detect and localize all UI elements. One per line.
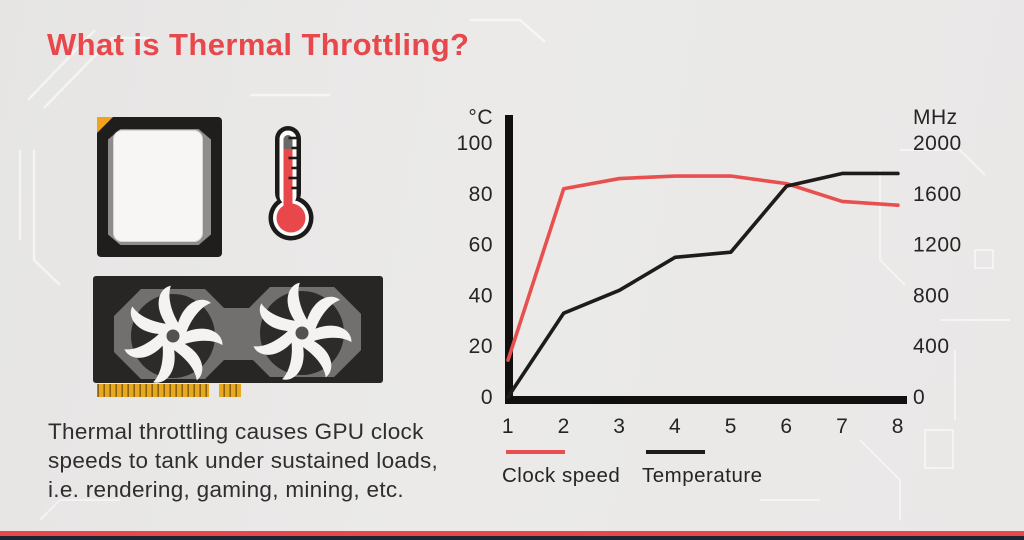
gpu-fan-card-icon bbox=[93, 276, 383, 397]
left-axis-tick: 60 bbox=[469, 234, 493, 257]
x-axis-tick: 5 bbox=[725, 415, 737, 438]
legend-label: Temperature bbox=[642, 464, 763, 487]
left-axis-tick: 40 bbox=[469, 284, 493, 307]
thermometer-icon bbox=[268, 126, 314, 241]
temperature-line bbox=[506, 171, 900, 399]
page-title: What is Thermal Throttling? bbox=[47, 27, 470, 62]
gpu-fan-right bbox=[252, 280, 355, 383]
right-axis-tick: 1200 bbox=[913, 234, 962, 257]
left-axis-tick: 0 bbox=[481, 386, 493, 409]
right-axis-tick: 800 bbox=[913, 284, 950, 307]
left-axis-tick: 80 bbox=[469, 183, 493, 206]
x-axis-tick: 2 bbox=[558, 415, 570, 438]
right-axis-tick: 400 bbox=[913, 335, 950, 358]
x-axis-tick: 8 bbox=[892, 415, 904, 438]
x-axis-tick: 1 bbox=[502, 415, 514, 438]
x-axis-tick: 3 bbox=[613, 415, 625, 438]
x-axis-tick: 6 bbox=[780, 415, 792, 438]
left-axis-unit: °C bbox=[468, 106, 493, 129]
description-line: speeds to tank under sustained loads, bbox=[48, 448, 439, 473]
x-axis-tick: 4 bbox=[669, 415, 681, 438]
legend-label: Clock speed bbox=[502, 464, 620, 487]
description-text: Thermal throttling causes GPU clock spee… bbox=[48, 417, 438, 504]
footer-accent-strip bbox=[0, 531, 1024, 536]
cpu-die bbox=[113, 130, 203, 242]
cpu-pin1-marker bbox=[97, 117, 113, 133]
right-axis-unit: MHz bbox=[913, 106, 958, 129]
description-line: i.e. rendering, gaming, mining, etc. bbox=[48, 477, 404, 502]
left-axis-tick: 20 bbox=[469, 335, 493, 358]
right-axis-tick: 1600 bbox=[913, 183, 962, 206]
gpu-fan-left bbox=[123, 283, 226, 386]
gpu-pcie-connector bbox=[97, 384, 209, 397]
x-axis-tick: 7 bbox=[836, 415, 848, 438]
clock-speed-line bbox=[506, 174, 900, 362]
cpu-chip-icon bbox=[97, 117, 222, 257]
right-axis-tick: 0 bbox=[913, 386, 925, 409]
left-axis-tick: 100 bbox=[456, 132, 493, 155]
right-axis-tick: 2000 bbox=[913, 132, 962, 155]
gpu-pcie-tab bbox=[219, 384, 241, 397]
x-axis-line bbox=[505, 396, 907, 404]
description-line: Thermal throttling causes GPU clock bbox=[48, 419, 424, 444]
footer-navy-strip bbox=[0, 536, 1024, 540]
y-axis-line bbox=[505, 115, 513, 404]
